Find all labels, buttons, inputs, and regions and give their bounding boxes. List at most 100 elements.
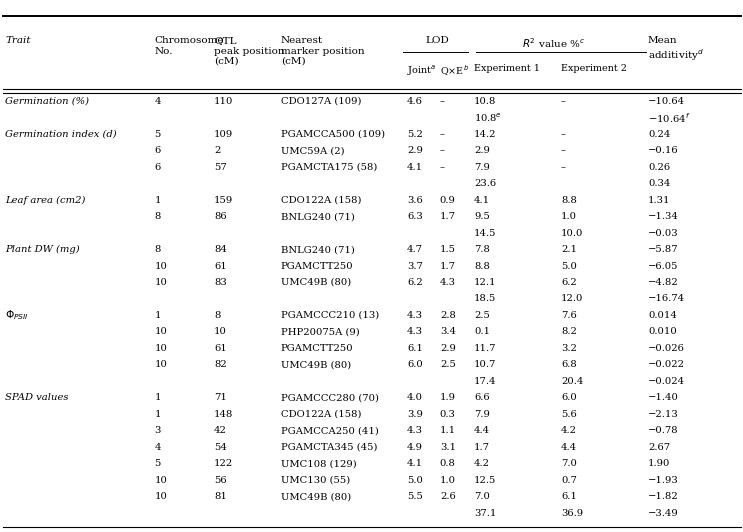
Text: 1.1: 1.1 — [440, 426, 456, 435]
Text: 1: 1 — [155, 311, 161, 320]
Text: 84: 84 — [214, 245, 227, 254]
Text: PGAMCTT250: PGAMCTT250 — [281, 262, 354, 271]
Text: 7.0: 7.0 — [474, 492, 490, 501]
Text: PGAMCCC280 (70): PGAMCCC280 (70) — [281, 393, 379, 402]
Text: BNLG240 (71): BNLG240 (71) — [281, 245, 354, 254]
Text: –: – — [561, 97, 566, 106]
Text: 1.7: 1.7 — [440, 262, 456, 271]
Text: 10: 10 — [155, 476, 167, 485]
Text: $R^2$ value %$^c$: $R^2$ value %$^c$ — [522, 36, 585, 50]
Text: 6.6: 6.6 — [474, 393, 490, 402]
Text: 0.1: 0.1 — [474, 327, 490, 336]
Text: QTL
peak position
(cM): QTL peak position (cM) — [214, 36, 285, 66]
Text: CDO122A (158): CDO122A (158) — [281, 196, 361, 205]
Text: 1.31: 1.31 — [648, 196, 670, 205]
Text: PGAMCTT250: PGAMCTT250 — [281, 344, 354, 353]
Text: 5.0: 5.0 — [407, 476, 423, 485]
Text: 20.4: 20.4 — [561, 377, 583, 386]
Text: 1.0: 1.0 — [561, 212, 577, 221]
Text: 5: 5 — [155, 459, 161, 468]
Text: 2.5: 2.5 — [474, 311, 490, 320]
Text: 36.9: 36.9 — [561, 509, 583, 518]
Text: 5.6: 5.6 — [561, 410, 577, 419]
Text: 1: 1 — [155, 393, 161, 402]
Text: 2.5: 2.5 — [440, 360, 455, 369]
Text: 4.9: 4.9 — [407, 443, 424, 452]
Text: 4.4: 4.4 — [474, 426, 490, 435]
Text: −1.34: −1.34 — [648, 212, 679, 221]
Text: 9.5: 9.5 — [474, 212, 490, 221]
Text: Trait: Trait — [5, 36, 30, 45]
Text: 0.8: 0.8 — [440, 459, 455, 468]
Text: 57: 57 — [214, 163, 227, 172]
Text: 10.0: 10.0 — [561, 229, 583, 238]
Text: 12.0: 12.0 — [561, 295, 583, 303]
Text: 10.8: 10.8 — [474, 97, 496, 106]
Text: 2.9: 2.9 — [407, 146, 423, 155]
Text: 1.0: 1.0 — [440, 476, 456, 485]
Text: 8.8: 8.8 — [561, 196, 577, 205]
Text: −1.40: −1.40 — [648, 393, 679, 402]
Text: 11.7: 11.7 — [474, 344, 496, 353]
Text: 3.1: 3.1 — [440, 443, 456, 452]
Text: −6.05: −6.05 — [648, 262, 678, 271]
Text: −0.024: −0.024 — [648, 377, 685, 386]
Text: 6.3: 6.3 — [407, 212, 423, 221]
Text: Mean
additivity$^d$: Mean additivity$^d$ — [648, 36, 704, 63]
Text: UMC59A (2): UMC59A (2) — [281, 146, 345, 155]
Text: Nearest
marker position
(cM): Nearest marker position (cM) — [281, 36, 365, 66]
Text: 6.1: 6.1 — [561, 492, 577, 501]
Text: 3: 3 — [155, 426, 161, 435]
Text: Germination index (d): Germination index (d) — [5, 130, 117, 139]
Text: –: – — [561, 146, 566, 155]
Text: −1.82: −1.82 — [648, 492, 678, 501]
Text: LOD: LOD — [425, 36, 449, 45]
Text: Joint$^a$: Joint$^a$ — [407, 64, 436, 78]
Text: 6.1: 6.1 — [407, 344, 423, 353]
Text: 2.1: 2.1 — [561, 245, 577, 254]
Text: 0.010: 0.010 — [648, 327, 677, 336]
Text: –: – — [440, 146, 445, 155]
Text: 4.1: 4.1 — [407, 163, 424, 172]
Text: 10: 10 — [155, 360, 167, 369]
Text: −1.93: −1.93 — [648, 476, 678, 485]
Text: 110: 110 — [214, 97, 233, 106]
Text: 1: 1 — [155, 196, 161, 205]
Text: 83: 83 — [214, 278, 227, 287]
Text: 10: 10 — [155, 278, 167, 287]
Text: 14.2: 14.2 — [474, 130, 496, 139]
Text: 4: 4 — [155, 443, 161, 452]
Text: –: – — [440, 163, 445, 172]
Text: PGAMCCA500 (109): PGAMCCA500 (109) — [281, 130, 385, 139]
Text: 7.8: 7.8 — [474, 245, 490, 254]
Text: 10.8$^e$: 10.8$^e$ — [474, 112, 502, 124]
Text: 4.2: 4.2 — [474, 459, 490, 468]
Text: 3.7: 3.7 — [407, 262, 423, 271]
Text: 10.7: 10.7 — [474, 360, 496, 369]
Text: UMC49B (80): UMC49B (80) — [281, 492, 351, 501]
Text: Q×E$^b$: Q×E$^b$ — [440, 64, 469, 78]
Text: 3.4: 3.4 — [440, 327, 456, 336]
Text: −16.74: −16.74 — [648, 295, 685, 303]
Text: 0.014: 0.014 — [648, 311, 677, 320]
Text: 4.3: 4.3 — [407, 426, 424, 435]
Text: PHP20075A (9): PHP20075A (9) — [281, 327, 360, 336]
Text: 6: 6 — [155, 146, 160, 155]
Text: 42: 42 — [214, 426, 227, 435]
Text: PGAMCTA175 (58): PGAMCTA175 (58) — [281, 163, 377, 172]
Text: 56: 56 — [214, 476, 227, 485]
Text: 10: 10 — [155, 492, 167, 501]
Text: −0.03: −0.03 — [648, 229, 678, 238]
Text: 12.1: 12.1 — [474, 278, 496, 287]
Text: 82: 82 — [214, 360, 227, 369]
Text: 5.2: 5.2 — [407, 130, 423, 139]
Text: 0.7: 0.7 — [561, 476, 577, 485]
Text: −0.022: −0.022 — [648, 360, 685, 369]
Text: Leaf area (cm2): Leaf area (cm2) — [5, 196, 85, 205]
Text: 1: 1 — [155, 410, 161, 419]
Text: 1.9: 1.9 — [440, 393, 456, 402]
Text: 122: 122 — [214, 459, 233, 468]
Text: 2: 2 — [214, 146, 221, 155]
Text: 0.3: 0.3 — [440, 410, 455, 419]
Text: 10: 10 — [155, 327, 167, 336]
